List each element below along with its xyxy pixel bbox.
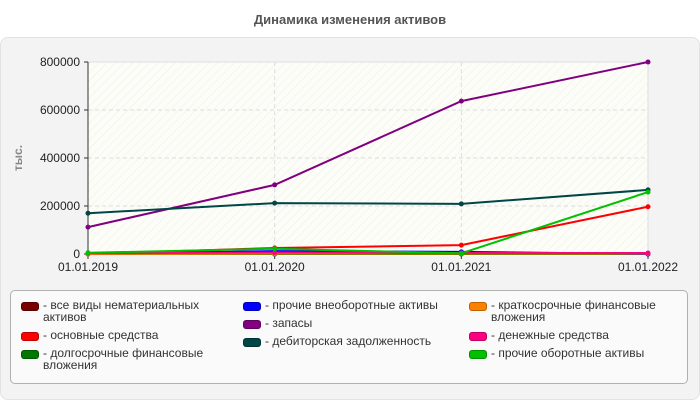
data-point-marker [85, 224, 91, 230]
legend-swatch [469, 332, 487, 341]
legend-item: - основные средства [21, 329, 246, 341]
legend-label: - дебиторская задолженность [265, 334, 432, 348]
legend-swatch [21, 302, 39, 311]
legend-item: - дебиторская задолженность [243, 335, 468, 347]
data-point-marker [645, 204, 651, 210]
data-point-marker [458, 98, 464, 104]
x-tick-label: 01.01.2020 [245, 260, 305, 274]
data-point-marker [272, 250, 278, 256]
legend-swatch [469, 350, 487, 359]
legend-item: - долгосрочные финансовые вложения [21, 347, 246, 371]
data-point-marker [645, 250, 651, 256]
series-line [87, 188, 649, 215]
legend-swatch [243, 320, 261, 329]
data-point-marker [458, 250, 464, 256]
data-point-marker [85, 250, 91, 256]
x-tick-label: 01.01.2021 [431, 260, 491, 274]
legend-swatch [243, 302, 261, 311]
legend-item: - прочие оборотные активы [469, 347, 694, 359]
series-lines [85, 59, 651, 257]
data-point-marker [645, 59, 651, 65]
data-point-marker [272, 182, 278, 188]
legend-item: - денежные средства [469, 329, 694, 341]
legend-swatch [243, 338, 261, 347]
legend-label: - запасы [265, 316, 313, 330]
legend-item: - запасы [243, 317, 468, 329]
x-tick-label: 01.01.2019 [58, 260, 118, 274]
y-tick-label: 800000 [40, 55, 80, 69]
legend-item: - все виды нематериальных активов [21, 299, 246, 323]
legend-item: - краткосрочные финансовые вложения [469, 299, 694, 323]
x-tick-label: 01.01.2022 [618, 260, 678, 274]
y-axis-label: тыс. [11, 145, 25, 171]
series-line [87, 61, 649, 229]
legend-column-1: - все виды нематериальных активов - основ… [21, 299, 246, 377]
legend-label: - прочие внеоборотные активы [265, 298, 438, 312]
series-line [87, 251, 648, 255]
legend-item: - прочие внеоборотные активы [243, 299, 468, 311]
legend-swatch [21, 332, 39, 341]
data-point-marker [458, 242, 464, 248]
y-tick-label: 600000 [40, 103, 80, 117]
y-tick-label: 0 [73, 247, 80, 261]
legend: - все виды нематериальных активов - основ… [10, 290, 688, 384]
data-point-marker [85, 210, 91, 216]
y-tick-label: 200000 [40, 199, 80, 213]
legend-label: - все виды нематериальных активов [43, 298, 200, 324]
legend-label: - долгосрочные финансовые вложения [43, 346, 204, 372]
legend-label: - денежные средства [491, 328, 609, 342]
legend-column-2: - прочие внеоборотные активы - запасы - де… [243, 299, 468, 353]
legend-swatch [469, 302, 487, 311]
legend-swatch [21, 350, 39, 359]
data-point-marker [458, 201, 464, 207]
legend-label: - основные средства [43, 328, 159, 342]
data-point-marker [272, 246, 278, 252]
legend-column-3: - краткосрочные финансовые вложения - ден… [469, 299, 694, 365]
chart-title: Динамика изменения активов [253, 12, 447, 27]
axes: 0 200000 400000 600000 800000 01.01.2019 01.01… [40, 55, 678, 274]
data-point-marker [645, 189, 651, 195]
legend-label: - краткосрочные финансовые вложения [491, 298, 656, 324]
y-tick-label: 400000 [40, 151, 80, 165]
data-point-marker [272, 200, 278, 206]
line-chart: 0 200000 400000 600000 800000 01.01.2019 01.01… [11, 55, 678, 274]
series-line [87, 191, 649, 255]
legend-label: - прочие оборотные активы [491, 346, 645, 360]
